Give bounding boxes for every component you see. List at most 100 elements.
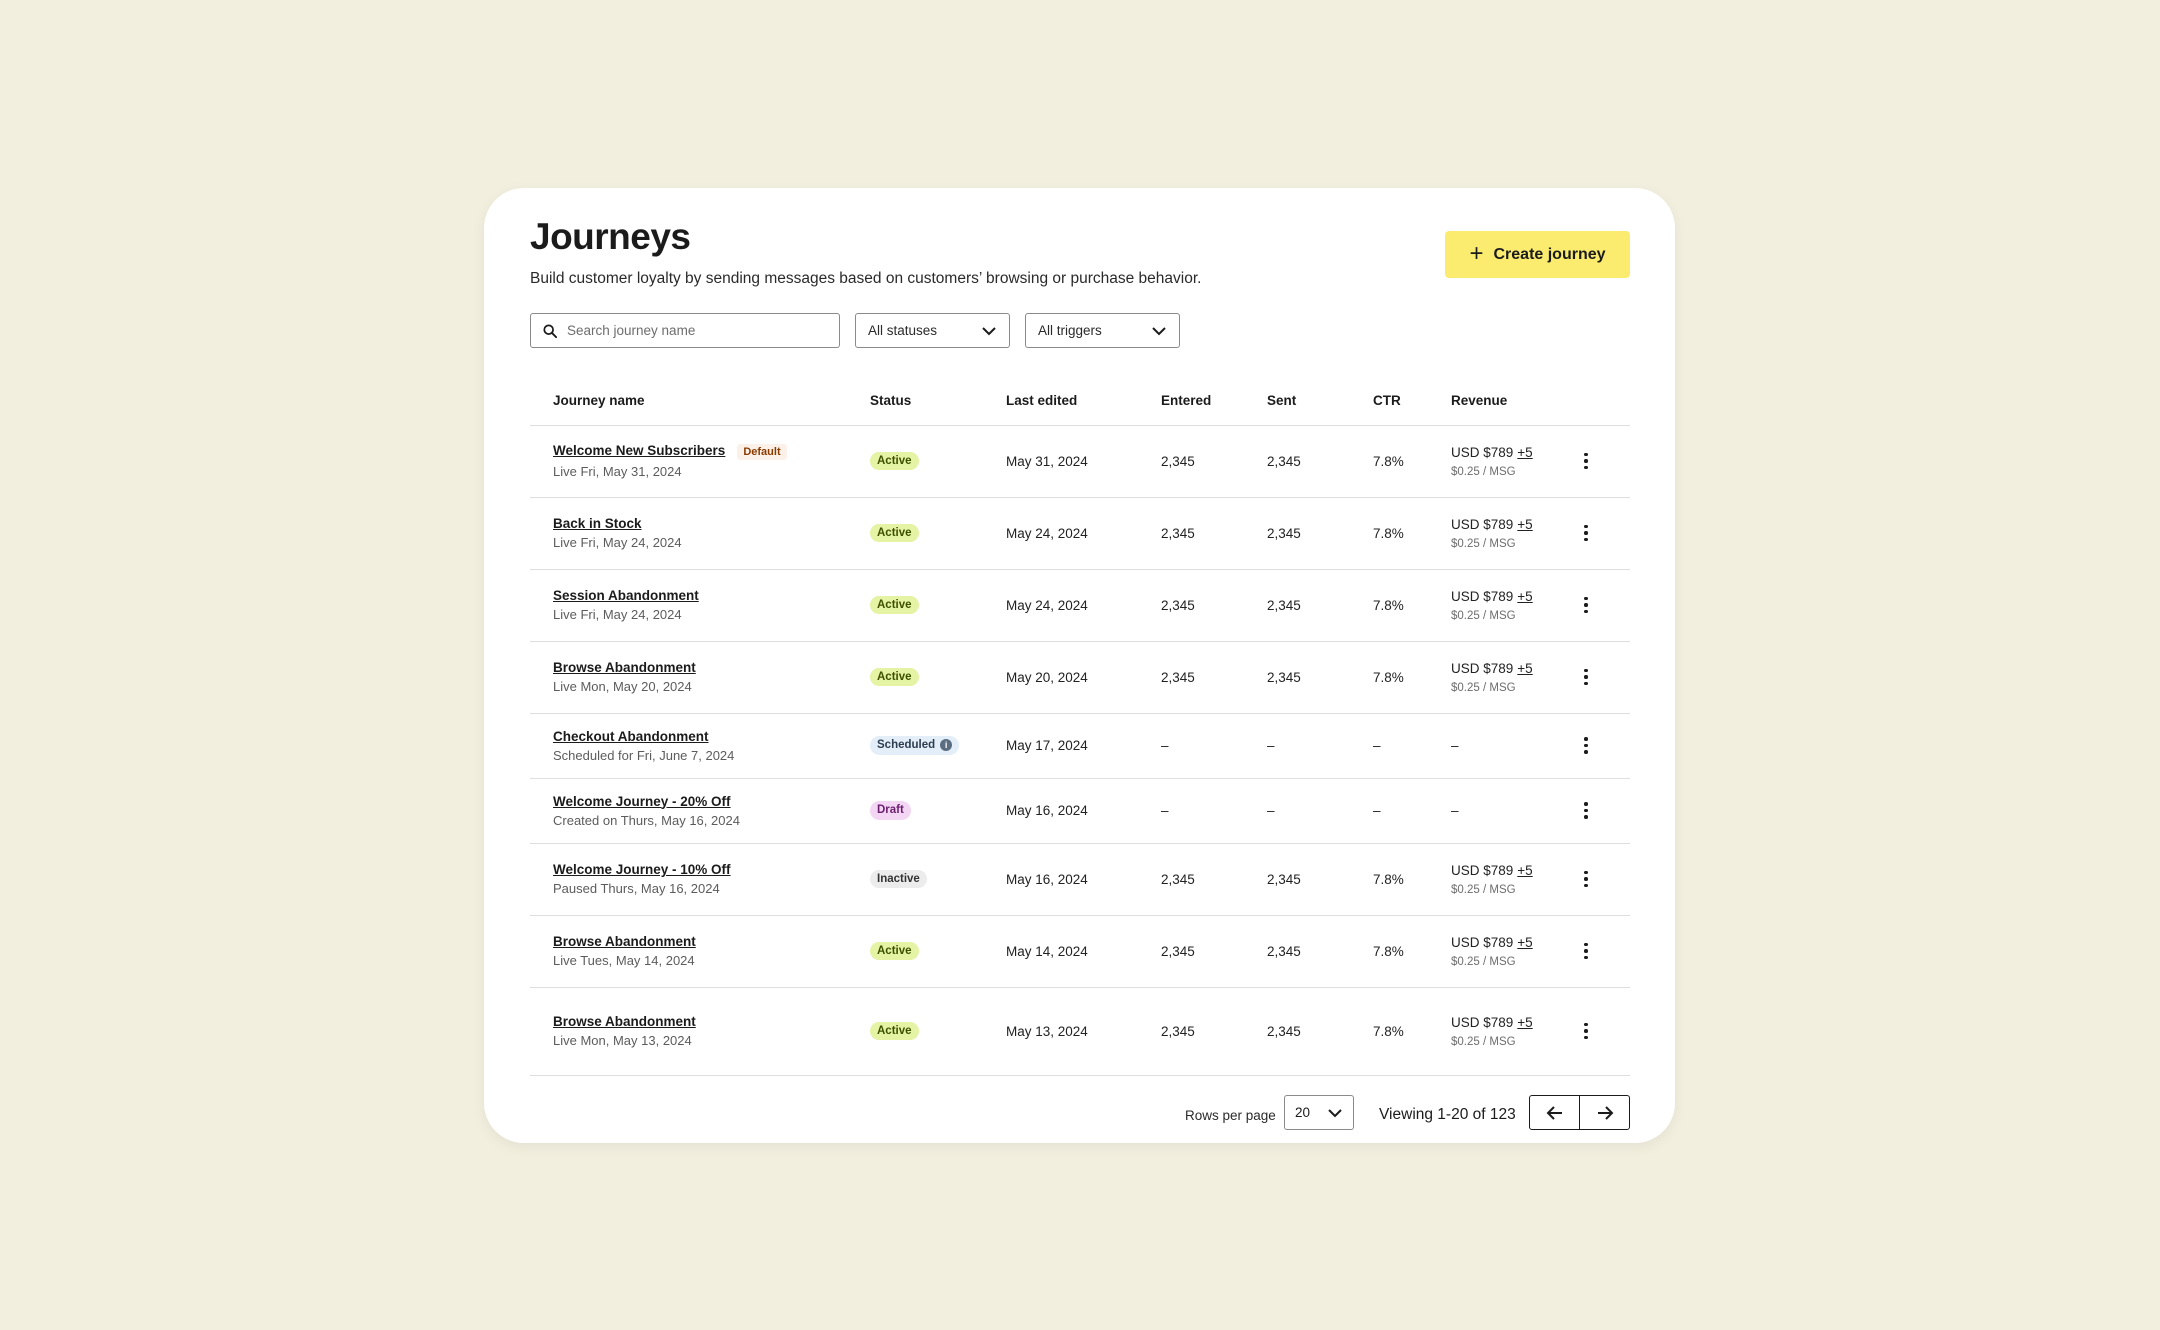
- status-cell: Active: [870, 497, 1006, 570]
- column-header-ctr[interactable]: CTR: [1373, 376, 1451, 426]
- column-header-entered[interactable]: Entered: [1161, 376, 1267, 426]
- chevron-down-icon: [982, 326, 996, 335]
- row-actions-cell: [1576, 641, 1630, 714]
- kebab-menu-icon[interactable]: [1576, 870, 1596, 888]
- column-header-journey-name[interactable]: Journey name: [530, 376, 870, 426]
- column-header-sent[interactable]: Sent: [1267, 376, 1373, 426]
- table-row[interactable]: Browse Abandonment Live Tues, May 14, 202…: [530, 915, 1630, 988]
- column-header-last-edited[interactable]: Last edited: [1006, 376, 1161, 426]
- create-journey-button[interactable]: + Create journey: [1445, 231, 1630, 278]
- row-actions-cell: [1576, 915, 1630, 988]
- ctr-cell: 7.8%: [1373, 843, 1451, 916]
- revenue-value: USD $789: [1451, 444, 1514, 460]
- journey-name-link[interactable]: Browse Abandonment: [553, 1014, 696, 1029]
- journey-schedule-text: Created on Thurs, May 16, 2024: [553, 812, 740, 828]
- table-row[interactable]: Welcome Journey - 20% Off Created on Thur…: [530, 778, 1630, 844]
- journey-name-cell: Browse Abandonment Live Mon, May 20, 2024: [530, 641, 870, 714]
- revenue-per-message: $0.25 / MSG: [1451, 1035, 1516, 1048]
- table-row[interactable]: Welcome Journey - 10% Off Paused Thurs, M…: [530, 843, 1630, 916]
- journey-schedule-text: Live Mon, May 20, 2024: [553, 679, 692, 694]
- revenue-per-message: $0.25 / MSG: [1451, 955, 1516, 968]
- table-row[interactable]: Session Abandonment Live Fri, May 24, 202…: [530, 569, 1630, 642]
- status-badge: Active: [870, 667, 919, 687]
- sent-cell: 2,345: [1267, 843, 1373, 916]
- journey-schedule-text: Live Mon, May 13, 2024: [553, 1033, 692, 1048]
- revenue-value: USD $789: [1451, 660, 1514, 676]
- entered-cell: 2,345: [1161, 987, 1267, 1076]
- row-actions-cell: [1576, 843, 1630, 916]
- table-row[interactable]: Back in Stock Live Fri, May 24, 2024 Activ…: [530, 497, 1630, 570]
- revenue-more-link[interactable]: +5: [1517, 588, 1533, 604]
- kebab-menu-icon[interactable]: [1576, 1022, 1596, 1040]
- kebab-menu-icon[interactable]: [1576, 668, 1596, 686]
- table-row[interactable]: Browse Abandonment Live Mon, May 20, 2024…: [530, 641, 1630, 714]
- trigger-filter-select[interactable]: All triggers: [1025, 313, 1180, 348]
- rows-per-page-value: 20: [1295, 1105, 1311, 1120]
- journey-name-cell: Back in Stock Live Fri, May 24, 2024: [530, 497, 870, 570]
- kebab-menu-icon[interactable]: [1576, 524, 1596, 542]
- previous-page-button[interactable]: [1530, 1096, 1579, 1129]
- kebab-menu-icon[interactable]: [1576, 942, 1596, 960]
- journey-name-link[interactable]: Checkout Abandonment: [553, 728, 709, 744]
- info-icon[interactable]: i: [940, 739, 953, 752]
- entered-cell: –: [1161, 778, 1267, 844]
- kebab-menu-icon[interactable]: [1576, 452, 1596, 470]
- journey-name-cell: Checkout Abandonment Scheduled for Fri, J…: [530, 713, 870, 779]
- status-filter-value: All statuses: [868, 323, 938, 338]
- rows-per-page-label: Rows per page: [1185, 1108, 1276, 1123]
- status-badge-label: Active: [877, 598, 912, 611]
- last-edited-cell: May 17, 2024: [1006, 713, 1161, 779]
- next-page-button[interactable]: [1579, 1096, 1629, 1129]
- revenue-more-link[interactable]: +5: [1517, 660, 1533, 676]
- create-journey-label: Create journey: [1493, 245, 1606, 263]
- revenue-more-link[interactable]: +5: [1517, 862, 1533, 878]
- revenue-value: USD $789: [1451, 934, 1514, 950]
- table-row[interactable]: Browse Abandonment Live Mon, May 13, 2024…: [530, 987, 1630, 1076]
- kebab-menu-icon[interactable]: [1576, 737, 1596, 754]
- rows-per-page-select[interactable]: 20: [1284, 1095, 1354, 1130]
- ctr-cell: –: [1373, 778, 1451, 844]
- status-filter-select[interactable]: All statuses: [855, 313, 1010, 348]
- column-header-revenue[interactable]: Revenue: [1451, 376, 1576, 426]
- journey-name-link[interactable]: Welcome Journey - 20% Off: [553, 793, 731, 809]
- journey-schedule-text: Paused Thurs, May 16, 2024: [553, 881, 720, 896]
- journey-schedule-text: Live Fri, May 31, 2024: [553, 464, 682, 479]
- last-edited-cell: May 16, 2024: [1006, 843, 1161, 916]
- ctr-cell: 7.8%: [1373, 569, 1451, 642]
- revenue-cell: USD $789 +5 $0.25 / MSG: [1451, 915, 1576, 988]
- search-field[interactable]: [530, 313, 840, 348]
- journeys-card: Journeys Build customer loyalty by sendi…: [484, 188, 1675, 1143]
- last-edited-cell: May 13, 2024: [1006, 987, 1161, 1076]
- journey-name-cell: Welcome New Subscribers Default Live Fri, …: [530, 425, 870, 498]
- journey-name-link[interactable]: Welcome New Subscribers: [553, 443, 726, 458]
- journey-name-cell: Browse Abandonment Live Tues, May 14, 202…: [530, 915, 870, 988]
- status-badge: Inactive: [870, 869, 927, 889]
- chevron-down-icon: [1152, 326, 1166, 335]
- table-row[interactable]: Checkout Abandonment Scheduled for Fri, J…: [530, 713, 1630, 779]
- revenue-more-link[interactable]: +5: [1517, 444, 1533, 460]
- entered-cell: 2,345: [1161, 425, 1267, 498]
- journey-name-link[interactable]: Session Abandonment: [553, 588, 699, 603]
- revenue-per-message: $0.25 / MSG: [1451, 883, 1516, 896]
- search-input[interactable]: [567, 323, 817, 338]
- ctr-cell: –: [1373, 713, 1451, 779]
- status-badge: Active: [870, 451, 919, 471]
- revenue-cell: –: [1451, 778, 1576, 844]
- revenue-per-message: $0.25 / MSG: [1451, 465, 1516, 478]
- column-header-status[interactable]: Status: [870, 376, 1006, 426]
- journey-schedule-text: Scheduled for Fri, June 7, 2024: [553, 747, 735, 763]
- journey-name-link[interactable]: Browse Abandonment: [553, 660, 696, 675]
- revenue-value: USD $789: [1451, 862, 1514, 878]
- kebab-menu-icon[interactable]: [1576, 802, 1596, 819]
- revenue-more-link[interactable]: +5: [1517, 516, 1533, 532]
- journey-name-link[interactable]: Back in Stock: [553, 516, 642, 531]
- revenue-more-link[interactable]: +5: [1517, 934, 1533, 950]
- revenue-per-message: $0.25 / MSG: [1451, 609, 1516, 622]
- status-badge-label: Scheduled: [877, 739, 936, 752]
- kebab-menu-icon[interactable]: [1576, 596, 1596, 614]
- status-badge-label: Active: [877, 454, 912, 467]
- journey-name-link[interactable]: Welcome Journey - 10% Off: [553, 862, 731, 877]
- table-row[interactable]: Welcome New Subscribers Default Live Fri, …: [530, 425, 1630, 498]
- journey-name-link[interactable]: Browse Abandonment: [553, 934, 696, 949]
- revenue-more-link[interactable]: +5: [1517, 1014, 1533, 1030]
